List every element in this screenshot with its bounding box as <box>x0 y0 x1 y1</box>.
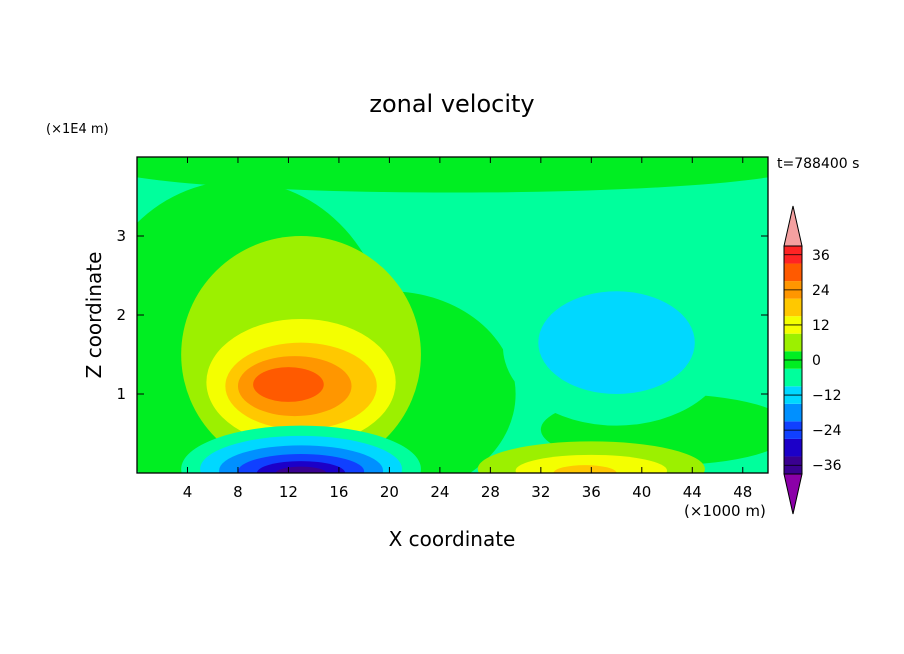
colorbar-tick-label: −12 <box>812 388 842 404</box>
x-tick-label: 32 <box>531 483 550 501</box>
colorbar-band <box>784 333 802 352</box>
contour-0to6-upper <box>137 157 768 193</box>
colorbar-band <box>784 263 802 282</box>
colorbar-tick-label: −24 <box>812 423 842 439</box>
x-tick-label: 40 <box>632 483 651 501</box>
y-tick-label: 3 <box>116 227 126 245</box>
x-tick-label: 48 <box>733 483 752 501</box>
x-tick-label: 16 <box>329 483 348 501</box>
contour-neg12to6-east <box>538 291 695 394</box>
colorbar-min-triangle <box>783 473 803 515</box>
x-tick-label: 44 <box>683 483 702 501</box>
x-unit-note: (×1000 m) <box>684 502 766 520</box>
contour-pos-surface-3 <box>553 465 617 473</box>
colorbar-tick-label: 12 <box>812 318 830 334</box>
x-axis-label: X coordinate <box>389 527 516 551</box>
y-axis-label: Z coordinate <box>82 252 106 379</box>
colorbar: 36 24 12 0 −12 −24 −36 <box>783 205 842 515</box>
x-tick-label: 12 <box>279 483 298 501</box>
x-tick-label: 4 <box>183 483 193 501</box>
x-tick-label: 28 <box>481 483 500 501</box>
colorbar-band <box>784 368 802 387</box>
colorbar-tick-label: 24 <box>812 283 830 299</box>
colorbar-band <box>784 438 802 457</box>
x-tick-label: 36 <box>582 483 601 501</box>
y-tick-label: 1 <box>116 385 126 403</box>
time-label: t=788400 s <box>777 156 859 172</box>
colorbar-tick-label: 0 <box>812 353 821 369</box>
contour-plot <box>137 157 768 473</box>
contour-30to36 <box>253 367 324 402</box>
chart-title: zonal velocity <box>369 90 534 118</box>
x-tick-label: 20 <box>380 483 399 501</box>
y-tick-label: 2 <box>116 306 126 324</box>
y-unit-note: (×1E4 m) <box>46 122 109 137</box>
x-tick-label: 24 <box>430 483 449 501</box>
contour-pos-surface-2 <box>515 454 668 473</box>
colorbar-tick-label: −36 <box>812 458 842 474</box>
x-tick-label: 8 <box>233 483 243 501</box>
colorbar-band <box>784 298 802 317</box>
colorbar-band <box>784 403 802 422</box>
colorbar-max-triangle <box>783 205 803 247</box>
colorbar-tick-label: 36 <box>812 248 830 264</box>
